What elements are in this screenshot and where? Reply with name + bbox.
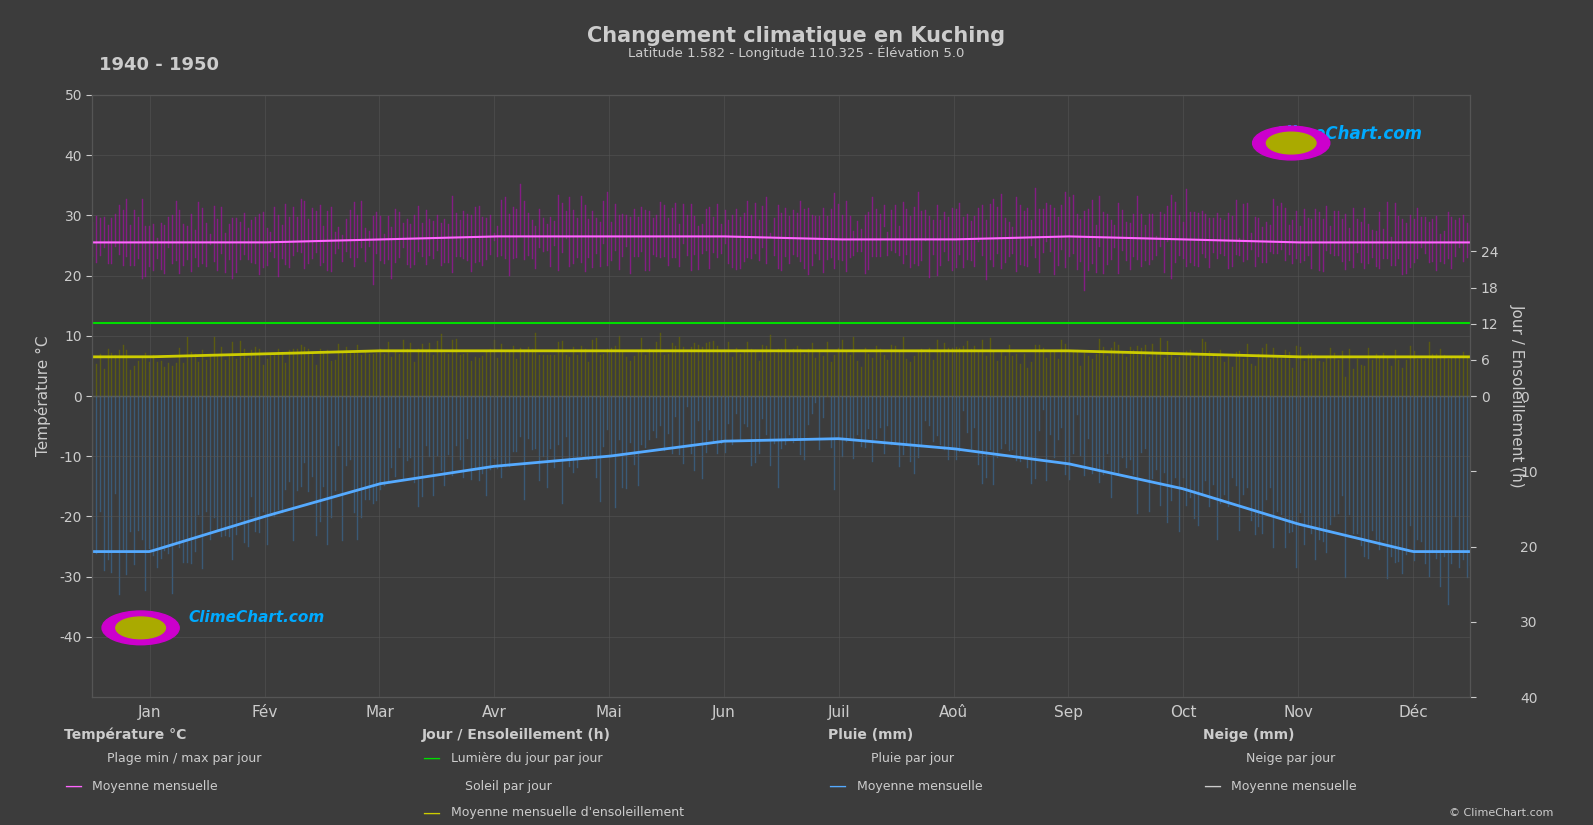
Text: © ClimeChart.com: © ClimeChart.com	[1448, 808, 1553, 818]
Text: —: —	[422, 804, 440, 822]
Text: Jour / Ensoleillement (h): Jour / Ensoleillement (h)	[422, 728, 612, 742]
Text: ClimeChart.com: ClimeChart.com	[190, 610, 325, 625]
Text: Pluie (mm): Pluie (mm)	[828, 728, 914, 742]
Text: Lumière du jour par jour: Lumière du jour par jour	[451, 752, 602, 765]
Circle shape	[116, 617, 166, 639]
Text: ClimeChart.com: ClimeChart.com	[1273, 125, 1423, 143]
Text: —: —	[828, 777, 846, 795]
Circle shape	[1266, 132, 1316, 154]
Text: 1940 - 1950: 1940 - 1950	[99, 56, 220, 73]
Text: —: —	[64, 777, 81, 795]
Text: Plage min / max par jour: Plage min / max par jour	[107, 752, 261, 765]
Text: Changement climatique en Kuching: Changement climatique en Kuching	[588, 26, 1005, 46]
Text: Moyenne mensuelle: Moyenne mensuelle	[1231, 780, 1357, 793]
Text: Pluie par jour: Pluie par jour	[871, 752, 954, 765]
Text: Moyenne mensuelle: Moyenne mensuelle	[857, 780, 983, 793]
Text: Latitude 1.582 - Longitude 110.325 - Élévation 5.0: Latitude 1.582 - Longitude 110.325 - Élé…	[628, 45, 965, 60]
Y-axis label: Jour / Ensoleillement (h): Jour / Ensoleillement (h)	[1510, 304, 1525, 488]
Text: —: —	[1203, 777, 1220, 795]
Circle shape	[102, 611, 178, 644]
Text: Soleil par jour: Soleil par jour	[465, 780, 551, 793]
Text: Neige (mm): Neige (mm)	[1203, 728, 1294, 742]
Y-axis label: Température °C: Température °C	[35, 336, 51, 456]
Circle shape	[1252, 126, 1330, 160]
Text: Neige par jour: Neige par jour	[1246, 752, 1335, 765]
Text: —: —	[422, 749, 440, 767]
Text: Moyenne mensuelle d'ensoleillement: Moyenne mensuelle d'ensoleillement	[451, 806, 683, 819]
Text: Moyenne mensuelle: Moyenne mensuelle	[92, 780, 218, 793]
Text: Température °C: Température °C	[64, 728, 186, 742]
